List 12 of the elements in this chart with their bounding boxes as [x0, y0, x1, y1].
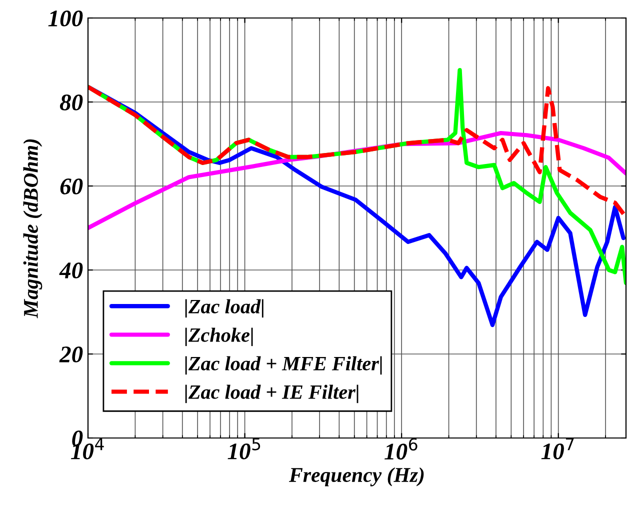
- y-tick-label: 100: [48, 10, 83, 26]
- y-tick-label: 60: [60, 178, 83, 194]
- y-axis-title: Magnitude (dBOhm): [23, 139, 42, 318]
- y-tick-label: 40: [59, 262, 83, 278]
- legend-label: |Zchoke|: [185, 328, 253, 346]
- y-tick-label: 80: [60, 94, 83, 110]
- x-axis-title: Frequency (Hz): [288, 467, 424, 486]
- y-tick-label: 20: [59, 346, 83, 362]
- legend-label: |Zac load|: [185, 299, 264, 318]
- x-tick-label: 10$^{6}$: [384, 438, 418, 460]
- legend-label: |Zac load + IE Filter|: [185, 384, 358, 404]
- legend-label: |Zac load + MFE Filter|: [185, 356, 382, 375]
